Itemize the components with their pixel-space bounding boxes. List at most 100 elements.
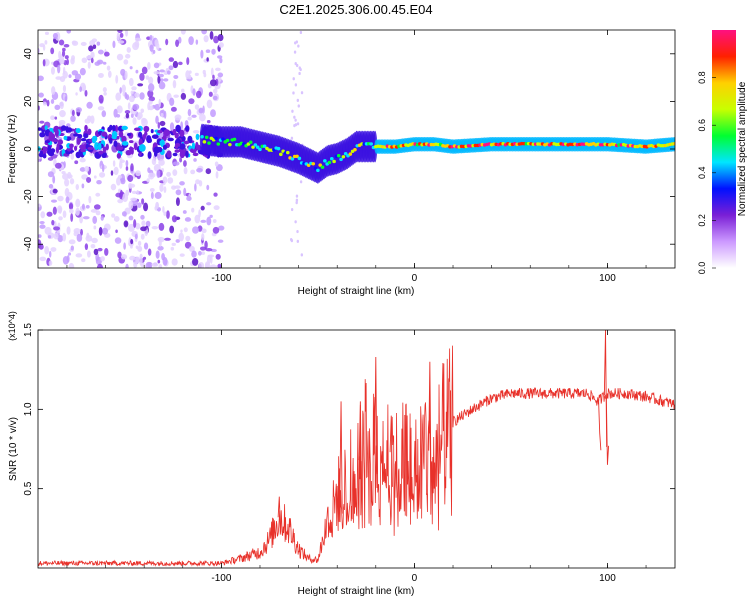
snr-spike	[374, 356, 378, 489]
heatmap-cell	[137, 202, 142, 208]
heatmap-cell	[50, 47, 55, 55]
heatmap-cell	[59, 101, 64, 110]
heatmap-cell	[188, 245, 195, 252]
heatmap-cell	[112, 124, 116, 133]
heatmap-cell	[201, 30, 207, 35]
heatmap-cell	[115, 74, 119, 84]
heatmap-cell	[131, 86, 137, 91]
y-tick-label: 40	[23, 48, 34, 60]
heatmap-cell	[320, 165, 325, 169]
heatmap-cell	[201, 251, 206, 255]
heatmap-cell	[195, 39, 199, 45]
heatmap-cell	[150, 191, 154, 200]
heatmap-cell	[96, 263, 103, 268]
heatmap-cell	[171, 258, 178, 266]
heatmap-cell	[91, 38, 98, 43]
heatmap-cell	[219, 57, 223, 64]
heatmap-cell	[258, 147, 262, 152]
heatmap-cell	[159, 139, 165, 147]
heatmap-cell	[137, 245, 143, 252]
heatmap-cell	[58, 39, 65, 46]
heatmap-cell	[127, 223, 135, 232]
heatmap-cell	[193, 158, 197, 162]
heatmap-cell	[117, 30, 123, 34]
heatmap-cell	[139, 92, 145, 100]
heatmap-cell	[255, 145, 260, 149]
heatmap-cell	[134, 92, 140, 98]
heatmap-cell	[180, 30, 186, 35]
heatmap-cell	[92, 44, 97, 50]
heatmap-cell	[175, 142, 181, 147]
heatmap-cell	[200, 205, 205, 211]
heatmap-cell	[172, 60, 179, 69]
heatmap-cell	[172, 80, 177, 89]
heatmap-cell	[147, 248, 152, 256]
heatmap-cell	[54, 104, 61, 111]
heatmap-cell	[125, 160, 129, 167]
heatmap-cell	[103, 51, 110, 57]
heatmap-cell	[147, 151, 152, 159]
heatmap-cell	[185, 150, 189, 158]
heatmap-cell	[120, 254, 128, 260]
heatmap-cell	[48, 184, 54, 189]
heatmap-cell	[139, 253, 143, 259]
heatmap-cell	[93, 225, 97, 230]
heatmap-cell	[179, 129, 185, 138]
heatmap-cell	[82, 84, 87, 92]
heatmap-cell	[148, 96, 156, 102]
heatmap-cell	[68, 262, 75, 268]
heatmap-cell	[147, 89, 154, 98]
heatmap-cell	[294, 123, 298, 127]
heatmap-cell	[158, 238, 162, 247]
heatmap-cell	[191, 114, 197, 118]
heatmap-cell	[44, 31, 50, 36]
heatmap-cell	[124, 70, 128, 80]
heatmap-cell	[215, 253, 221, 260]
heatmap-cell	[171, 242, 177, 246]
heatmap-cell	[121, 125, 128, 131]
heatmap-cell	[174, 185, 181, 189]
heatmap-cell	[166, 150, 172, 158]
heatmap-cell	[206, 57, 209, 62]
heatmap-cell	[101, 227, 109, 235]
heatmap-cell	[121, 211, 127, 217]
heatmap-cell	[70, 213, 74, 222]
heatmap-cell	[228, 142, 232, 147]
x-tick-label: 0	[412, 273, 418, 284]
heatmap-cell	[206, 202, 212, 206]
heatmap-cell	[142, 134, 147, 139]
heatmap-cell	[299, 30, 303, 35]
heatmap-cell	[68, 202, 74, 211]
x-tick-label: 100	[599, 273, 616, 284]
heatmap-cell	[206, 184, 210, 191]
heatmap-cell	[82, 216, 90, 220]
colorbar-tick-label: 0.4	[697, 167, 707, 180]
heatmap-cell	[212, 218, 217, 223]
heatmap-cell	[60, 125, 67, 131]
heatmap-cell	[134, 40, 140, 48]
heatmap-cell	[84, 124, 88, 132]
heatmap-cell	[295, 63, 299, 68]
heatmap-cell	[87, 146, 95, 151]
heatmap-cell	[68, 252, 72, 256]
heatmap-cell	[116, 146, 124, 151]
x-tick-label: 100	[599, 573, 616, 584]
heatmap-ridge	[199, 123, 675, 184]
heatmap-cell	[73, 133, 80, 137]
heatmap-cell	[51, 219, 55, 226]
snr-spike	[277, 496, 281, 533]
heatmap-cell	[42, 59, 46, 67]
heatmap-cell	[148, 76, 154, 85]
heatmap-cell	[214, 161, 219, 167]
heatmap-cell	[143, 125, 150, 133]
heatmap-cell	[38, 234, 42, 238]
heatmap-cell	[39, 256, 47, 262]
heatmap-cell	[123, 59, 129, 65]
heatmap-cell	[174, 149, 180, 153]
heatmap-cell	[70, 115, 76, 122]
heatmap-cell	[143, 202, 149, 212]
spectrogram-y-ticks: -40 -20 0 20 40	[23, 48, 675, 251]
heatmap-cell	[194, 72, 199, 76]
heatmap-cell	[81, 174, 88, 180]
heatmap-cell	[179, 143, 186, 150]
